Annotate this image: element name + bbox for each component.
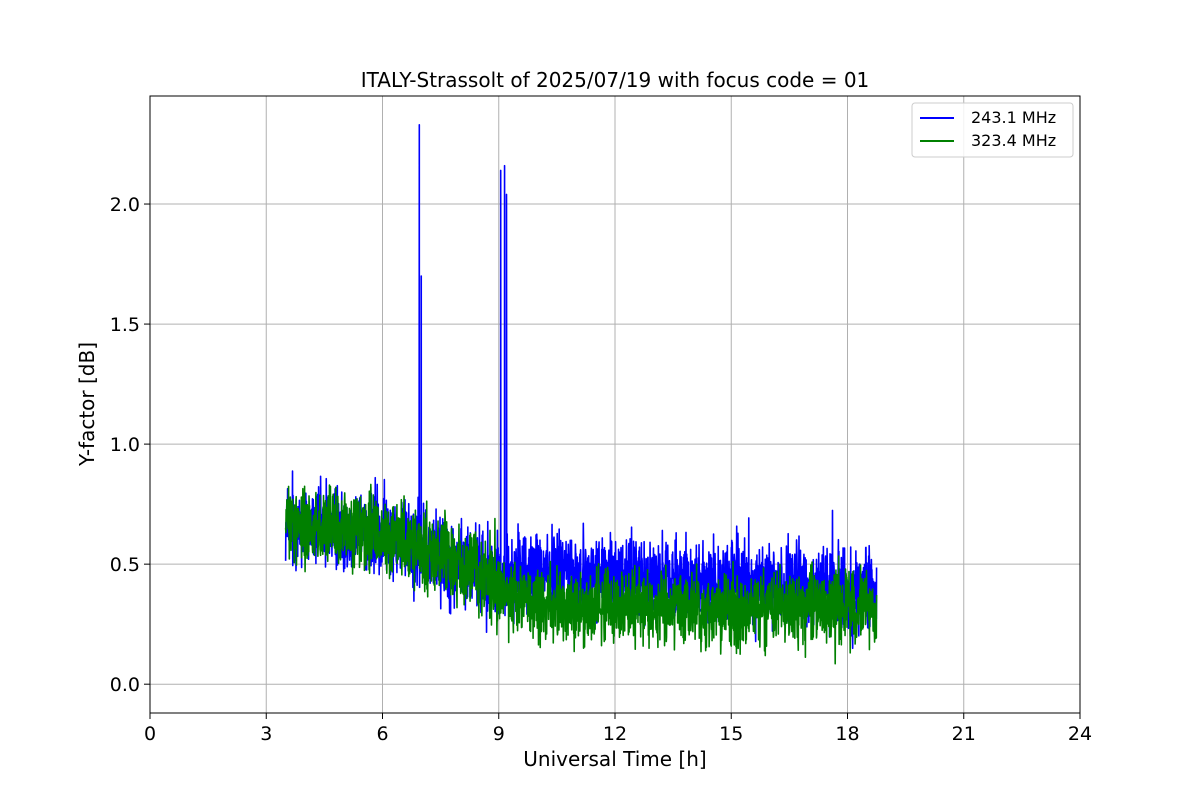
series-layer xyxy=(284,124,878,665)
x-tick-label: 18 xyxy=(835,723,859,745)
x-axis-label: Universal Time [h] xyxy=(523,747,706,771)
y-tick-label: 1.5 xyxy=(110,314,140,336)
chart-title: ITALY-Strassolt of 2025/07/19 with focus… xyxy=(361,68,870,92)
legend-box xyxy=(911,102,1074,158)
y-tick-label: 1.0 xyxy=(110,434,140,456)
x-tick-label: 6 xyxy=(376,723,388,745)
x-tick-label: 9 xyxy=(493,723,505,745)
ticks: 0 3 6 9 12 15 18 21 24 0.0 0.5 1.0 1.5 2.0 xyxy=(110,194,1092,745)
x-tick-label: 0 xyxy=(144,723,156,745)
legend: 243.1 MHz 323.4 MHz xyxy=(911,102,1074,158)
x-tick-label: 15 xyxy=(719,723,743,745)
legend-label-243: 243.1 MHz xyxy=(971,108,1056,127)
y-tick-label: 2.0 xyxy=(110,194,140,216)
legend-label-323: 323.4 MHz xyxy=(971,131,1056,150)
x-tick-label: 24 xyxy=(1068,723,1092,745)
series-line-323-4-mhz xyxy=(284,483,878,665)
x-tick-label: 21 xyxy=(952,723,976,745)
x-tick-label: 3 xyxy=(260,723,272,745)
y-tick-label: 0.5 xyxy=(110,554,140,576)
x-tick-label: 12 xyxy=(603,723,627,745)
y-axis-label: Y-factor [dB] xyxy=(75,342,99,467)
y-tick-label: 0.0 xyxy=(110,674,140,696)
